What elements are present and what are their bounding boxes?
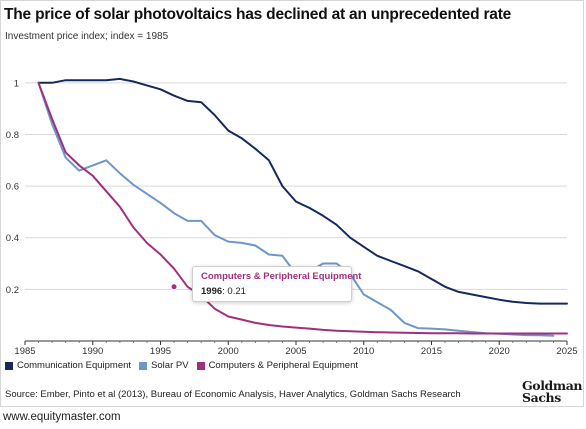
- brand-line-1: Goldman: [522, 378, 583, 393]
- legend-item-computers[interactable]: Computers & Peripheral Equipment: [196, 360, 358, 371]
- x-axis: 1985 1990 1995 2000 2005 2010 2015 2020 2025: [14, 340, 578, 357]
- x-tick-label: 1995: [150, 346, 171, 357]
- legend-swatch-computers: [196, 361, 205, 370]
- x-tick-label: 2010: [353, 346, 374, 357]
- chart-subtitle: Investment price index; index = 1985: [5, 31, 169, 42]
- chart-frame: [0, 0, 584, 407]
- chart-title: The price of solar photovoltaics has dec…: [4, 6, 512, 23]
- legend-item-communication[interactable]: Communication Equipment: [5, 360, 131, 371]
- legend-item-solar[interactable]: Solar PV: [139, 360, 189, 371]
- x-tick-label: 2020: [489, 346, 510, 357]
- x-tick-label: 1990: [82, 346, 103, 357]
- tooltip-title: Computers & Peripheral Equipment: [201, 271, 362, 282]
- legend-swatch-communication: [5, 361, 13, 370]
- legend-label-solar: Solar PV: [151, 360, 189, 371]
- tooltip-value: : 0.21: [222, 286, 246, 297]
- watermark: www.equitymaster.com: [3, 411, 121, 423]
- y-tick-label: 0.8: [6, 130, 19, 141]
- line-chart: 1985 1990 1995 2000 2005 2010 2015 2020 2025 0.2…: [6, 77, 578, 357]
- series-line-computers[interactable]: [37, 81, 568, 335]
- y-axis: 0.2 0.4 0.6 0.8 1: [6, 78, 19, 296]
- x-tick-label: 2025: [556, 346, 577, 357]
- x-tick-label: 2015: [421, 346, 442, 357]
- y-tick-label: 0.6: [6, 182, 19, 193]
- tooltip-year: 1996: [201, 286, 223, 297]
- hover-marker: [170, 283, 178, 291]
- y-tick-label: 1: [14, 78, 19, 89]
- x-tick-label: 1985: [14, 346, 35, 357]
- y-tick-label: 0.4: [6, 233, 19, 244]
- brand-line-2: Sachs: [522, 390, 561, 405]
- hover-tooltip: Computers & Peripheral Equipment 1996: 0…: [192, 266, 362, 302]
- tooltip-body: 1996: 0.21: [201, 286, 343, 297]
- source-note: Source: Ember, Pinto et al (2013), Burea…: [5, 389, 461, 400]
- hover-point[interactable]: [170, 283, 178, 291]
- series-line-communication[interactable]: [37, 77, 568, 305]
- x-tick-label: 2000: [218, 346, 239, 357]
- brand-logo: Goldman Sachs: [522, 378, 583, 405]
- legend-label-communication: Communication Equipment: [17, 360, 132, 371]
- legend-label-computers: Computers & Peripheral Equipment: [208, 360, 358, 371]
- x-tick-label: 2005: [285, 346, 306, 357]
- y-tick-label: 0.2: [6, 285, 19, 296]
- grid: [25, 82, 567, 290]
- legend-swatch-solar: [139, 361, 148, 370]
- legend: Communication Equipment Solar PV Compute…: [5, 360, 366, 371]
